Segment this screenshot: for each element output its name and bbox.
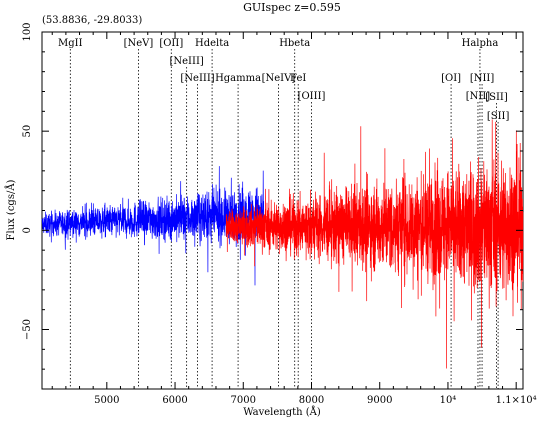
emission-line-label: [SII] — [487, 111, 510, 122]
reference-lines: MgII [NeV] [OII] [NeIII] [NeIII] Hdelta Hgamma… — [58, 38, 509, 389]
emission-line-label: [OII] — [159, 38, 183, 49]
emission-line-label: [OI] — [441, 73, 461, 84]
emission-line-label: FeI — [290, 73, 306, 84]
emission-line-label: MgII — [58, 38, 83, 49]
x-tick-label: 1.1×10⁴ — [496, 395, 537, 406]
emission-line-label: [NeIII] — [180, 73, 214, 84]
emission-line-label: [NeIV] — [262, 73, 296, 84]
y-tick-label: 0 — [22, 227, 33, 233]
x-axis-label: Wavelength (Å) — [243, 406, 321, 418]
emission-line-label: Hdelta — [195, 38, 229, 49]
x-tick-label: 6000 — [162, 395, 187, 406]
x-tick-label: 5000 — [94, 395, 119, 406]
emission-line-label: Hbeta — [279, 38, 310, 49]
spectrum-series — [41, 119, 524, 369]
axis-ticks: 5000 6000 7000 8000 9000 10⁴ 1.1×10⁴ −50 0 50 100 — [22, 22, 537, 406]
x-tick-label: 8000 — [299, 395, 324, 406]
emission-line-label: [NII] — [466, 91, 491, 102]
spectrum-series-red — [225, 119, 524, 369]
emission-line-label: [OIII] — [298, 91, 326, 102]
x-tick-label: 9000 — [367, 395, 392, 406]
cursor-coordinate-readout: (53.8836, -29.8033) — [42, 15, 142, 26]
emission-line-label: Hgamma — [215, 73, 261, 84]
chart-title: GUIspec z=0.595 — [243, 1, 341, 14]
emission-line-label: [SII] — [485, 92, 508, 103]
emission-line-label: Halpha — [462, 38, 499, 49]
y-tick-label: 100 — [22, 22, 33, 41]
emission-line-label: [NeIII] — [169, 56, 203, 67]
y-axis-label: Flux (cgs/Å) — [5, 179, 17, 240]
spectrum-series-blue — [41, 166, 265, 286]
y-tick-label: 50 — [22, 125, 33, 138]
emission-line-label: [NeV] — [124, 38, 154, 49]
x-tick-label: 7000 — [231, 395, 256, 406]
y-tick-label: −50 — [22, 319, 33, 340]
emission-line-label: [NII] — [470, 73, 495, 84]
x-tick-label: 10⁴ — [440, 395, 457, 406]
